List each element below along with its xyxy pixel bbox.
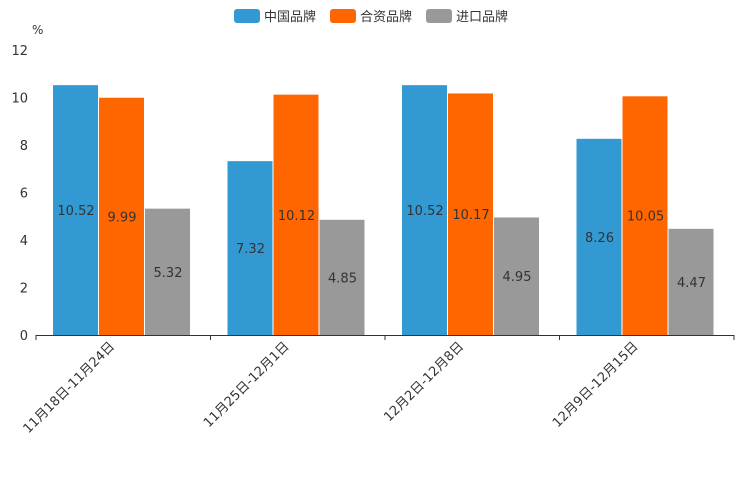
bar-3-0 [576,138,622,335]
bar-value-label-1-2: 4.85 [328,271,357,286]
y-tick-label-2: 4 [20,234,28,249]
y-tick-label-0: 0 [20,329,28,344]
x-tick-label-0: 11月18日-11月24日 [21,339,118,436]
legend: 中国品牌 合资品牌 进口品牌 [234,9,508,25]
bars: 10.52 9.99 5.32 7.32 10.12 4.85 10.52 10.17 4.95… [53,85,714,336]
bar-3-2 [668,228,714,335]
y-tick-label-3: 6 [20,187,28,202]
legend-swatch-1 [330,9,356,23]
y-tick-label-4: 8 [20,139,28,154]
bar-1-0 [227,161,273,335]
bar-1-2 [319,219,365,335]
legend-swatch-0 [234,9,260,23]
bar-value-label-0-0: 10.52 [57,204,94,219]
bar-value-label-2-0: 10.52 [406,204,443,219]
bar-value-label-3-2: 4.47 [677,276,706,291]
bar-1-1 [273,94,319,336]
bar-0-0 [53,85,98,336]
x-axis: 11月18日-11月24日 11月25日-12月1日 12月2日-12月8日 12月9… [21,335,735,437]
y-axis-ticks: 0 2 4 6 8 10 12 [11,44,28,344]
bar-0-2 [145,208,190,335]
bar-value-label-3-0: 8.26 [585,231,614,246]
bar-3-1 [622,96,668,335]
bar-value-label-2-2: 4.95 [503,270,532,285]
y-tick-label-6: 12 [11,44,28,59]
bar-value-label-3-1: 10.05 [627,210,664,225]
bar-value-label-1-1: 10.12 [278,209,315,224]
bar-2-2 [494,217,539,335]
x-tick-label-3: 12月9日-12月15日 [550,339,642,431]
bar-value-label-1-0: 7.32 [236,242,265,257]
y-axis-unit: % [32,23,43,37]
x-tick-label-2: 12月2日-12月8日 [381,339,467,425]
x-tick-label-1: 11月25日-12月1日 [201,339,293,431]
bar-value-label-2-1: 10.17 [452,208,489,223]
bar-0-1 [99,97,144,335]
legend-swatch-2 [426,9,452,23]
bar-value-label-0-1: 9.99 [108,210,137,225]
y-tick-label-1: 2 [20,282,28,297]
legend-label-1: 合资品牌 [360,9,412,25]
bar-2-0 [402,85,447,336]
bar-2-1 [448,93,493,336]
legend-label-0: 中国品牌 [264,9,316,25]
y-tick-label-5: 10 [11,92,28,107]
bar-value-label-0-2: 5.32 [154,266,183,281]
legend-label-2: 进口品牌 [456,9,508,25]
